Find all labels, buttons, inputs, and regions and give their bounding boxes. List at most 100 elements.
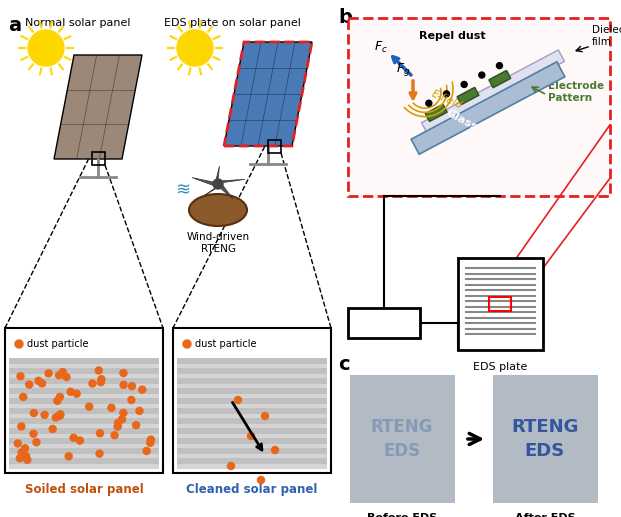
Polygon shape	[9, 408, 159, 414]
Circle shape	[22, 445, 29, 452]
Circle shape	[426, 100, 432, 106]
Text: $F_c$: $F_c$	[374, 39, 388, 55]
Circle shape	[63, 373, 70, 381]
Polygon shape	[217, 179, 245, 184]
Circle shape	[73, 390, 80, 397]
Polygon shape	[9, 428, 159, 434]
Polygon shape	[177, 358, 327, 364]
Circle shape	[235, 397, 242, 403]
Text: E-field: E-field	[430, 89, 464, 111]
Text: dust particle: dust particle	[27, 339, 89, 349]
Text: $F_g$: $F_g$	[396, 62, 410, 79]
Circle shape	[57, 411, 64, 418]
Text: Glass: Glass	[445, 108, 479, 132]
Bar	[348, 18, 610, 196]
Bar	[458, 258, 543, 350]
Circle shape	[114, 419, 122, 427]
Polygon shape	[177, 408, 327, 414]
Circle shape	[70, 434, 77, 442]
Text: EDS plate on solar panel: EDS plate on solar panel	[163, 18, 301, 28]
Bar	[92, 152, 105, 165]
Circle shape	[30, 409, 37, 417]
Circle shape	[261, 413, 268, 419]
Polygon shape	[177, 398, 327, 404]
Polygon shape	[177, 358, 327, 469]
Polygon shape	[218, 183, 233, 199]
Circle shape	[97, 378, 104, 386]
Text: Wind-driven
RTENG: Wind-driven RTENG	[186, 232, 250, 254]
Circle shape	[18, 423, 25, 430]
Circle shape	[479, 72, 485, 78]
Circle shape	[114, 423, 121, 430]
Circle shape	[20, 393, 27, 400]
Circle shape	[52, 414, 59, 421]
Bar	[5, 328, 163, 473]
Polygon shape	[177, 378, 327, 384]
Polygon shape	[9, 388, 159, 394]
Circle shape	[120, 409, 127, 416]
Polygon shape	[457, 87, 479, 104]
Polygon shape	[9, 438, 159, 444]
Circle shape	[86, 403, 93, 410]
Text: RTENG
EDS: RTENG EDS	[371, 418, 433, 461]
Text: Electrode
Pattern: Electrode Pattern	[548, 81, 604, 103]
Circle shape	[35, 377, 42, 384]
Circle shape	[119, 416, 125, 423]
Circle shape	[258, 477, 265, 483]
Polygon shape	[9, 368, 159, 374]
Circle shape	[14, 440, 21, 447]
Text: After EDS: After EDS	[515, 513, 575, 517]
Text: c: c	[338, 355, 350, 374]
Polygon shape	[9, 358, 159, 364]
Circle shape	[95, 367, 102, 374]
Polygon shape	[411, 62, 565, 154]
Polygon shape	[425, 104, 447, 121]
Circle shape	[120, 382, 127, 388]
Circle shape	[183, 340, 191, 348]
Circle shape	[96, 430, 104, 437]
Circle shape	[128, 397, 135, 403]
Polygon shape	[9, 398, 159, 404]
Polygon shape	[224, 42, 312, 146]
Circle shape	[461, 82, 467, 87]
Circle shape	[33, 439, 40, 446]
Text: Normal solar panel: Normal solar panel	[25, 18, 131, 28]
Circle shape	[147, 439, 154, 446]
Circle shape	[55, 413, 63, 419]
Circle shape	[133, 422, 140, 429]
Text: dust particle: dust particle	[195, 339, 256, 349]
Polygon shape	[215, 166, 219, 184]
Circle shape	[41, 412, 48, 418]
Circle shape	[129, 383, 135, 390]
Text: ≋: ≋	[175, 181, 190, 199]
Polygon shape	[9, 378, 159, 384]
Text: Soiled solar panel: Soiled solar panel	[25, 483, 143, 496]
Bar	[268, 140, 281, 153]
Bar	[493, 375, 598, 503]
Circle shape	[39, 380, 45, 387]
Polygon shape	[177, 438, 327, 444]
Polygon shape	[177, 448, 327, 454]
Bar	[348, 308, 420, 338]
Polygon shape	[192, 177, 218, 187]
Circle shape	[147, 436, 154, 443]
Circle shape	[89, 380, 96, 387]
Circle shape	[98, 376, 105, 383]
Circle shape	[25, 381, 33, 388]
Polygon shape	[489, 70, 510, 88]
Circle shape	[67, 388, 74, 396]
Text: EDS plate: EDS plate	[473, 362, 527, 372]
Circle shape	[143, 448, 150, 454]
Circle shape	[15, 340, 23, 348]
Circle shape	[16, 454, 24, 462]
Circle shape	[24, 457, 31, 463]
Text: Dielectric
film: Dielectric film	[592, 25, 621, 47]
Text: a: a	[8, 16, 21, 35]
Circle shape	[76, 437, 83, 444]
Text: RTENG: RTENG	[362, 316, 406, 329]
Polygon shape	[177, 458, 327, 464]
Circle shape	[28, 30, 64, 66]
Circle shape	[30, 430, 37, 437]
Circle shape	[108, 404, 115, 412]
Polygon shape	[9, 458, 159, 464]
